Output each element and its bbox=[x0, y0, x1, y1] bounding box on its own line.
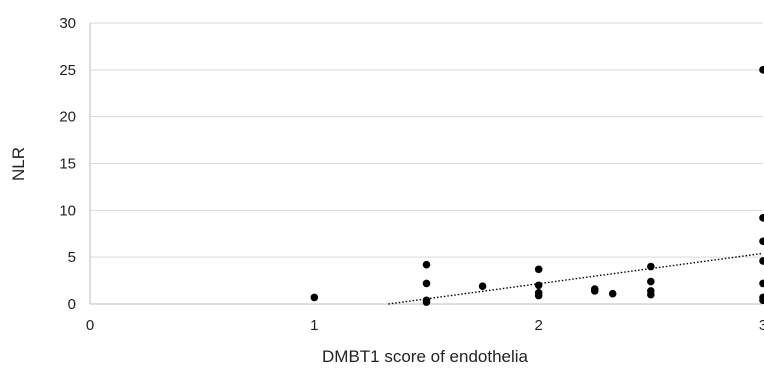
data-point bbox=[647, 277, 655, 286]
data-point bbox=[647, 262, 655, 271]
data-point bbox=[534, 291, 543, 300]
data-point bbox=[310, 293, 319, 302]
data-points bbox=[310, 66, 764, 306]
y-tick-labels: 0 5 10 15 20 25 30 bbox=[59, 15, 76, 313]
x-tick-labels: 0 1 2 3 bbox=[86, 317, 764, 334]
data-point bbox=[590, 287, 599, 295]
data-point bbox=[478, 282, 487, 291]
y-axis-title: NLR bbox=[9, 147, 28, 181]
data-point bbox=[534, 265, 543, 274]
data-point bbox=[608, 289, 617, 298]
y-tick-label: 0 bbox=[68, 296, 76, 313]
x-tick-label: 3 bbox=[759, 317, 764, 334]
x-tick-label: 0 bbox=[86, 317, 94, 334]
x-axis-title: DMBT1 score of endothelia bbox=[322, 347, 529, 366]
gridlines bbox=[90, 22, 763, 258]
data-point bbox=[422, 279, 431, 288]
x-tick-label: 1 bbox=[310, 317, 318, 334]
data-point bbox=[647, 290, 655, 299]
y-tick-label: 5 bbox=[68, 249, 76, 266]
data-point bbox=[759, 237, 764, 246]
data-point bbox=[422, 260, 431, 269]
trendline bbox=[388, 252, 764, 305]
x-tick-label: 2 bbox=[534, 317, 542, 334]
trendline-line bbox=[388, 252, 764, 305]
data-point bbox=[759, 66, 764, 74]
data-point bbox=[422, 298, 431, 306]
y-tick-label: 15 bbox=[59, 156, 76, 173]
data-point bbox=[759, 279, 764, 288]
data-point bbox=[759, 257, 764, 265]
y-tick-label: 25 bbox=[59, 62, 76, 79]
data-point bbox=[759, 296, 764, 305]
y-tick-label: 20 bbox=[59, 109, 76, 126]
y-tick-label: 10 bbox=[59, 202, 76, 219]
data-point bbox=[759, 214, 764, 222]
y-tick-label: 30 bbox=[59, 15, 76, 32]
data-point bbox=[534, 281, 543, 290]
